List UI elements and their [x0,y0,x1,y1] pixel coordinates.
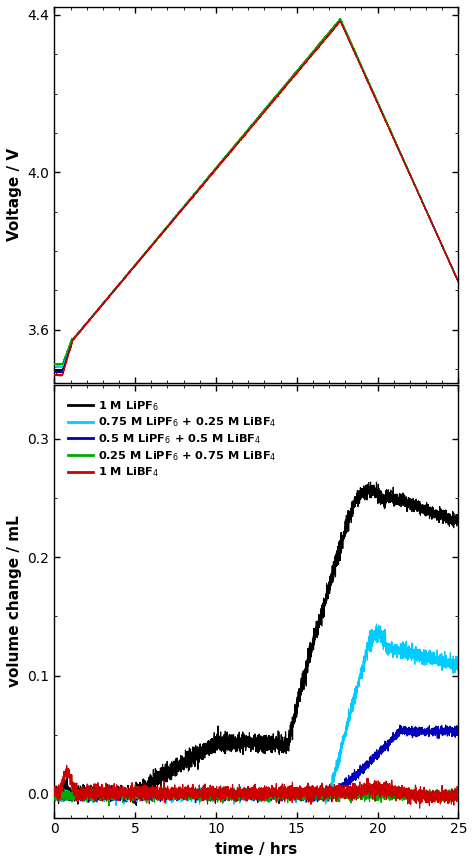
X-axis label: time / hrs: time / hrs [215,842,298,857]
Legend: 1 M LiPF$_6$, 0.75 M LiPF$_6$ + 0.25 M LiBF$_4$, 0.5 M LiPF$_6$ + 0.5 M LiBF$_4$: 1 M LiPF$_6$, 0.75 M LiPF$_6$ + 0.25 M L… [64,396,280,483]
Y-axis label: Voltage / V: Voltage / V [7,149,22,241]
Y-axis label: volume change / mL: volume change / mL [7,516,22,688]
